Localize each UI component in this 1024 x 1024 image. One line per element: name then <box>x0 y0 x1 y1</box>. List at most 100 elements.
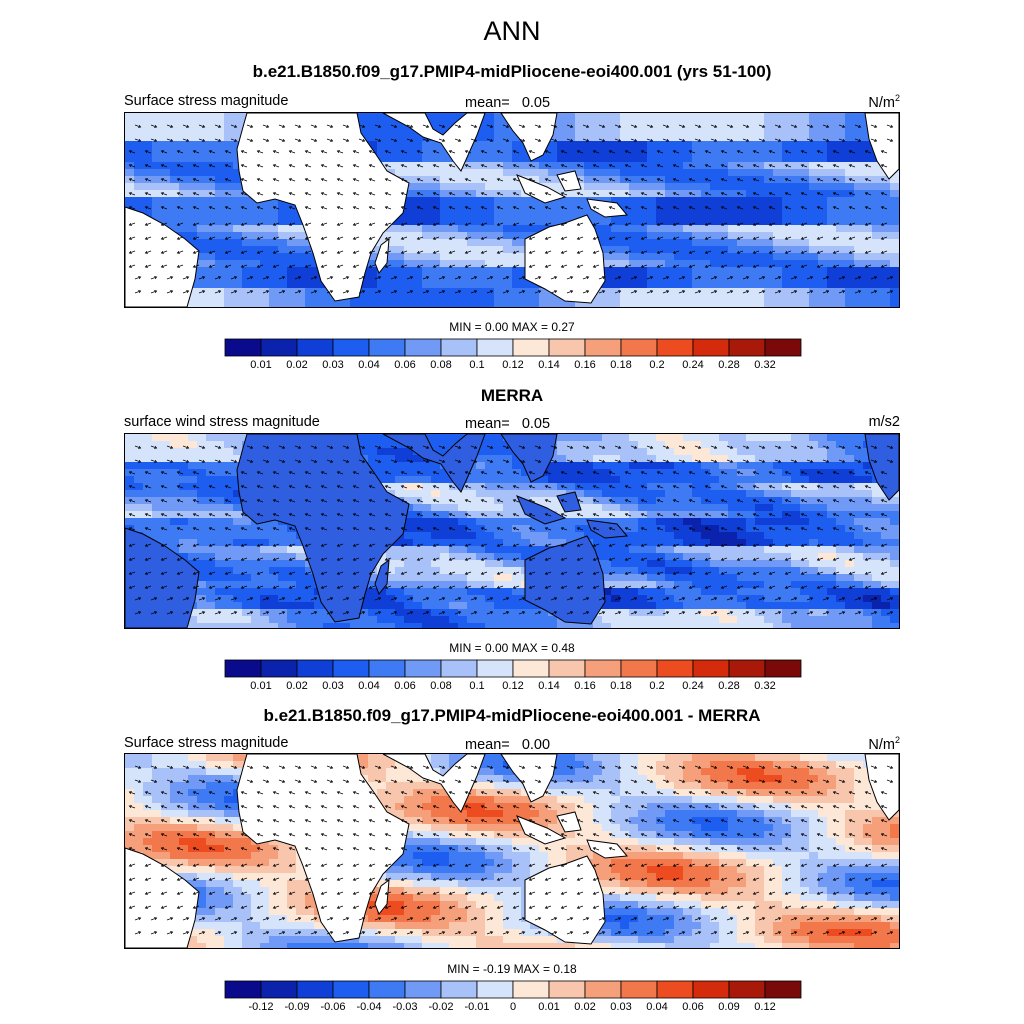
panel3-colorbar-tick-label: -0.04 <box>356 1001 381 1013</box>
panel3-maritime-continent-land <box>516 811 582 845</box>
panel3-colorbar-tick-label: 0.01 <box>538 1001 559 1013</box>
panel2-mean: mean= 0.05 <box>465 416 550 432</box>
panel2-maritime-continent-land <box>516 491 582 525</box>
panel1-colorbar-tick-label: 0.02 <box>286 359 307 371</box>
panel1-colorbar-box <box>224 338 262 357</box>
panel1-colorbar-box <box>368 338 406 357</box>
panel3-colorbar-tick-label: 0.04 <box>646 1001 667 1013</box>
panel1-colorbar-box <box>404 338 442 357</box>
panel3-units-base: N/m <box>868 737 895 753</box>
panel1-madagascar-land <box>374 237 390 274</box>
panel3-colorbar-box <box>260 980 298 999</box>
panel1-map <box>124 112 900 308</box>
panel2-map <box>124 433 900 629</box>
panel2-colorbar-box <box>260 659 298 678</box>
panel1-wind-vectors <box>128 124 894 294</box>
panel3-colorbar-tick-label: 0.03 <box>610 1001 631 1013</box>
panel1-units-sup: 2 <box>894 93 900 103</box>
panel3-mean: mean= 0.00 <box>465 737 550 753</box>
panel1-colorbar-tick-label: 0.16 <box>574 359 595 371</box>
panel1-units: N/m2 <box>868 93 900 111</box>
panel2-colorbar-tick-label: 0.14 <box>538 680 559 692</box>
panel2-colorbar-tick-label: 0.06 <box>394 680 415 692</box>
panel1-colorbar-box <box>440 338 478 357</box>
panel2-coastlines <box>125 434 899 628</box>
panel3-colorbar-tick-label: -0.09 <box>284 1001 309 1013</box>
panel1-colorbar-tick-label: 0.04 <box>358 359 379 371</box>
panel1-colorbar-box <box>476 338 514 357</box>
panel2-colorbar-box <box>728 659 766 678</box>
panel3-colorbar-tick-label: -0.01 <box>464 1001 489 1013</box>
panel2-colorbar-box <box>332 659 370 678</box>
panel2-colorbar-tick-label: 0.1 <box>469 680 484 692</box>
panel2-variable-label: surface wind stress magnitude <box>124 414 320 430</box>
panel2-units: m/s2 <box>869 414 900 430</box>
panel3-colorbar-box <box>656 980 694 999</box>
panel2-southeast-asia-land <box>500 434 558 483</box>
panel3-colorbar-tick-label: 0 <box>510 1001 516 1013</box>
panel3-variable-label: Surface stress magnitude <box>124 735 289 751</box>
panel3-colorbar-box <box>728 980 766 999</box>
panel3-colorbar-tick-label: -0.12 <box>248 1001 273 1013</box>
panel3-colorbar-box <box>296 980 334 999</box>
panel1-mean-label: mean= <box>465 95 510 111</box>
panel2-colorbar-box <box>368 659 406 678</box>
panel3-title: b.e21.B1850.f09_g17.PMIP4-midPliocene-eo… <box>263 706 761 725</box>
panel3-colorbar-box <box>368 980 406 999</box>
panel3-map-canvas <box>125 754 899 948</box>
panel2-colorbar-tick-label: 0.01 <box>250 680 271 692</box>
panel2-colorbar-box <box>548 659 586 678</box>
panel1-colorbar-tick-label: 0.32 <box>754 359 775 371</box>
panel2-map-canvas <box>125 434 899 628</box>
panel2-africa-land <box>236 434 410 623</box>
panel2-minmax: MIN = 0.00 MAX = 0.48 <box>449 641 575 655</box>
panel3-colorbar-box <box>476 980 514 999</box>
panel1-mean: mean= 0.05 <box>465 95 550 111</box>
panel3-newguinea-land <box>586 839 628 859</box>
panel1-colorbar-box <box>332 338 370 357</box>
panel2-colorbar-tick-label: 0.12 <box>502 680 523 692</box>
panel3-mean-label: mean= <box>465 737 510 753</box>
panel1-central-america-land <box>864 113 899 180</box>
panel1-colorbar-tick-label: 0.12 <box>502 359 523 371</box>
panel2-mean-value: 0.05 <box>521 416 551 432</box>
panel3-colorbar-box <box>548 980 586 999</box>
panel3-central-america-land <box>864 754 899 821</box>
panel2-colorbar-tick-label: 0.28 <box>718 680 739 692</box>
panel2-colorbar-tick-label: 0.02 <box>286 680 307 692</box>
panel3-map <box>124 753 900 949</box>
panel2-colorbar-tick-label: 0.03 <box>322 680 343 692</box>
panel1-units-base: N/m <box>868 95 895 111</box>
panel3-colorbar-box <box>764 980 802 999</box>
panel1-coastlines <box>125 113 899 307</box>
panel1-colorbar-tick-label: 0.03 <box>322 359 343 371</box>
panel2-mean-label: mean= <box>465 416 510 432</box>
panel1-colorbar-box <box>764 338 802 357</box>
panel1-map-canvas <box>125 113 899 307</box>
panel2-central-america-land <box>864 434 899 501</box>
panel1-title: b.e21.B1850.f09_g17.PMIP4-midPliocene-eo… <box>252 62 772 81</box>
panel2-units-base: m/s2 <box>868 414 900 430</box>
panel2-colorbar-box <box>224 659 262 678</box>
panel1-colorbar-tick-label: 0.01 <box>250 359 271 371</box>
panel2-wind-vectors <box>128 445 894 615</box>
panel3-colorbar-box <box>404 980 442 999</box>
panel1-minmax: MIN = 0.00 MAX = 0.27 <box>449 320 575 334</box>
panel2-colorbar-box <box>476 659 514 678</box>
panel3-southeast-asia-land <box>500 754 558 803</box>
panel3-wind-vectors <box>128 765 894 935</box>
panel1-colorbar-box <box>692 338 730 357</box>
panel2-colorbar-box <box>692 659 730 678</box>
panel1-colorbar-box <box>656 338 694 357</box>
panel2-colorbar-box <box>584 659 622 678</box>
panel3-mean-value: 0.00 <box>521 737 551 753</box>
panel1-colorbar-box <box>512 338 550 357</box>
panel1-colorbar-box <box>548 338 586 357</box>
panel2-madagascar-land <box>374 558 390 595</box>
panel1-variable-label: Surface stress magnitude <box>124 93 289 109</box>
panel3-colorbar-tick-label: -0.06 <box>320 1001 345 1013</box>
panel1-colorbar-tick-label: 0.14 <box>538 359 559 371</box>
panel3-colorbar-tick-label: 0.09 <box>718 1001 739 1013</box>
panel2-colorbar-box <box>296 659 334 678</box>
panel3-colorbar-tick-label: -0.02 <box>428 1001 453 1013</box>
